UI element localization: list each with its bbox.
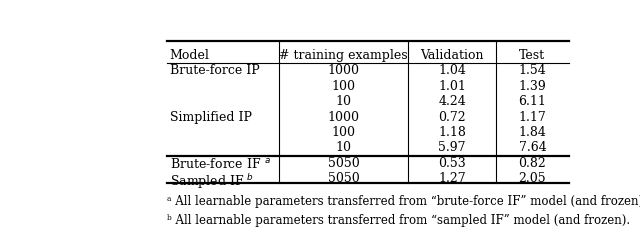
Text: 0.53: 0.53	[438, 157, 466, 170]
Text: Validation: Validation	[420, 49, 484, 62]
Text: 1.27: 1.27	[438, 172, 466, 185]
Text: 1.04: 1.04	[438, 64, 466, 77]
Text: 10: 10	[335, 142, 351, 154]
Text: 5.97: 5.97	[438, 142, 466, 154]
Text: 4.24: 4.24	[438, 95, 466, 108]
Text: 6.11: 6.11	[518, 95, 547, 108]
Text: 0.82: 0.82	[518, 157, 547, 170]
Text: 5050: 5050	[328, 157, 360, 170]
Text: Model: Model	[170, 49, 210, 62]
Text: Test: Test	[519, 49, 545, 62]
Text: Simplified IP: Simplified IP	[170, 111, 252, 124]
Text: 1.18: 1.18	[438, 126, 466, 139]
Text: 0.72: 0.72	[438, 111, 466, 124]
Text: 7.64: 7.64	[518, 142, 547, 154]
Text: 1.01: 1.01	[438, 80, 466, 93]
Text: ᵃ All learnable parameters transferred from “brute-force IF” model (and frozen).: ᵃ All learnable parameters transferred f…	[167, 195, 640, 208]
Text: ᵇ All learnable parameters transferred from “sampled IF” model (and frozen).: ᵇ All learnable parameters transferred f…	[167, 214, 630, 227]
Text: 1.17: 1.17	[518, 111, 547, 124]
Text: 1.39: 1.39	[518, 80, 547, 93]
Text: 10: 10	[335, 95, 351, 108]
Text: 100: 100	[332, 80, 356, 93]
Text: 2.05: 2.05	[518, 172, 546, 185]
Text: Brute-force IF $^a$: Brute-force IF $^a$	[170, 157, 271, 171]
Text: # training examples: # training examples	[279, 49, 408, 62]
Text: 1000: 1000	[328, 111, 360, 124]
Text: 100: 100	[332, 126, 356, 139]
Text: Brute-force IP: Brute-force IP	[170, 64, 260, 77]
Text: 5050: 5050	[328, 172, 360, 185]
Text: Sampled IF $^b$: Sampled IF $^b$	[170, 172, 254, 191]
Text: 1.84: 1.84	[518, 126, 547, 139]
Text: 1.54: 1.54	[518, 64, 547, 77]
Text: 1000: 1000	[328, 64, 360, 77]
